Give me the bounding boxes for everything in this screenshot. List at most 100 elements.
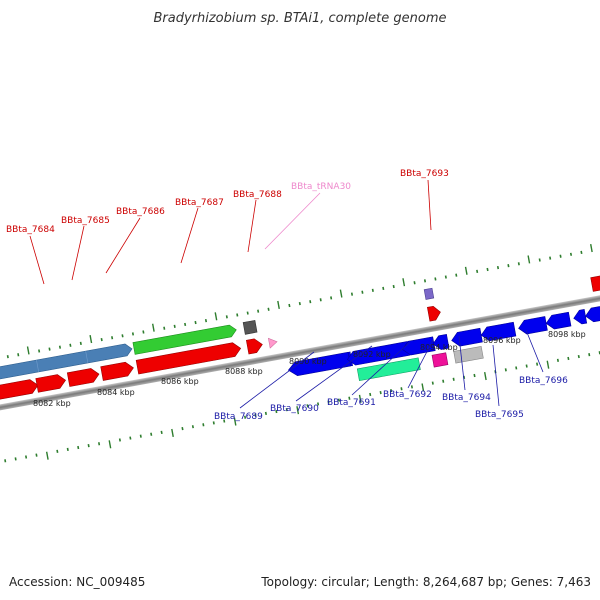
minor-tick [455, 273, 458, 277]
scale-label: 8084 kbp [97, 388, 135, 397]
major-tick [45, 451, 49, 460]
gene-arrow-reverse[interactable] [432, 334, 450, 350]
minor-tick [142, 330, 145, 334]
minor-tick [202, 423, 205, 427]
gene-arrow-forward[interactable] [135, 341, 242, 375]
minor-tick [361, 290, 364, 294]
minor-tick [212, 421, 215, 425]
minor-tick [390, 389, 393, 393]
gene-label[interactable]: BBta_tRNA30 [291, 182, 351, 192]
gene-feature-green[interactable] [132, 324, 237, 355]
minor-tick [517, 262, 520, 266]
minor-tick [35, 453, 38, 457]
minor-tick [504, 368, 507, 372]
gene-feature-springgreen[interactable] [356, 357, 421, 382]
gene-label[interactable]: BBta_7687 [175, 198, 224, 208]
gene-arrow-forward[interactable] [35, 373, 67, 393]
gene-arrow-reverse[interactable] [480, 321, 517, 342]
minor-tick [204, 319, 208, 323]
gene-feature-purple[interactable] [423, 287, 435, 300]
minor-tick [225, 315, 228, 319]
gene-label[interactable]: BBta_7689 [214, 412, 263, 422]
major-tick [339, 289, 343, 298]
minor-tick [246, 311, 249, 315]
major-tick [546, 360, 550, 369]
minor-tick [327, 400, 330, 404]
gene-arrow-forward[interactable] [0, 378, 39, 403]
gene-label[interactable]: BBta_7685 [61, 216, 110, 226]
minor-tick [525, 364, 528, 368]
minor-tick [181, 426, 184, 431]
minor-tick [69, 343, 72, 347]
gene-arrow-reverse[interactable] [545, 311, 572, 330]
minor-tick [264, 411, 267, 416]
minor-tick [48, 347, 51, 351]
scale-label: 8082 kbp [33, 399, 71, 408]
gene-label[interactable]: BBta_7684 [6, 225, 55, 235]
minor-tick [77, 445, 80, 450]
minor-tick [236, 313, 239, 317]
minor-tick [6, 355, 9, 359]
gene-arrow-forward[interactable] [66, 367, 100, 387]
gene-feature-magenta[interactable] [431, 352, 449, 368]
gene-label[interactable]: BBta_7694 [442, 393, 491, 403]
gene-label[interactable]: BBta_7693 [400, 169, 449, 179]
gene-arrow-forward[interactable] [245, 338, 263, 355]
major-tick [483, 372, 487, 381]
minor-tick [100, 337, 103, 342]
minor-tick [559, 254, 562, 258]
major-tick [277, 300, 280, 309]
gene-feature-steelblue[interactable] [0, 343, 133, 382]
gene-arrow-reverse[interactable] [572, 308, 588, 325]
minor-tick [580, 250, 583, 255]
reverse-leader-lines [239, 329, 544, 409]
minor-tick [56, 449, 59, 453]
minor-tick [111, 336, 114, 340]
major-tick [108, 440, 112, 449]
gene-arrow-reverse[interactable] [517, 316, 548, 335]
minor-tick [87, 444, 90, 448]
minor-tick [306, 404, 309, 408]
gene-arrow-forward[interactable] [427, 305, 441, 322]
minor-tick [319, 298, 322, 302]
gene-label[interactable]: BBta_7688 [233, 190, 282, 200]
minor-tick [184, 322, 187, 327]
minor-tick [121, 334, 124, 338]
minor-tick [160, 430, 163, 434]
minor-tick [173, 324, 176, 328]
gene-label[interactable]: BBta_7686 [116, 207, 165, 217]
gene-arrow-forward[interactable] [100, 361, 135, 381]
scale-label: 8092 kbp [353, 350, 391, 359]
minor-tick [298, 301, 301, 306]
trna-arrow[interactable] [268, 337, 278, 349]
minor-tick [129, 436, 132, 440]
minor-tick [423, 279, 427, 283]
minor-tick [25, 455, 28, 459]
genome-summary: Topology: circular; Length: 8,264,687 bp… [260, 575, 591, 589]
genome-track [0, 243, 600, 463]
gene-feature-darkgray[interactable] [242, 320, 258, 335]
trna-leader-line [264, 192, 321, 250]
gene-label[interactable]: BBta_7695 [475, 410, 524, 420]
lower-feature-lane [356, 345, 484, 382]
scale-labels: 8082 kbp 8084 kbp 8086 kbp 8088 kbp 8090… [33, 330, 586, 408]
gene-label[interactable]: BBta_7690 [270, 404, 319, 414]
reverse-gene-labels: BBta_7689 BBta_7690 BBta_7691 BBta_7692 … [214, 376, 568, 422]
forward-gene-labels: BBta_7684 BBta_7685 BBta_7686 BBta_7687 … [6, 169, 449, 235]
minor-tick [118, 438, 121, 442]
major-tick [296, 406, 300, 415]
minor-tick [463, 375, 466, 380]
reverse-strand-lane [287, 305, 600, 376]
scale-label: 8086 kbp [161, 377, 199, 386]
minor-tick [38, 349, 41, 353]
major-tick [214, 312, 218, 321]
gene-arrow-forward[interactable] [590, 274, 600, 292]
gene-arrow-reverse[interactable] [584, 305, 600, 323]
gene-label[interactable]: BBta_7696 [519, 376, 568, 386]
gene-label[interactable]: BBta_7692 [383, 390, 432, 400]
gene-feature-lightgray[interactable] [453, 345, 484, 364]
gene-label[interactable]: BBta_7691 [327, 398, 376, 408]
accession-label: Accession: NC_009485 [9, 575, 145, 589]
minor-tick [275, 409, 278, 414]
